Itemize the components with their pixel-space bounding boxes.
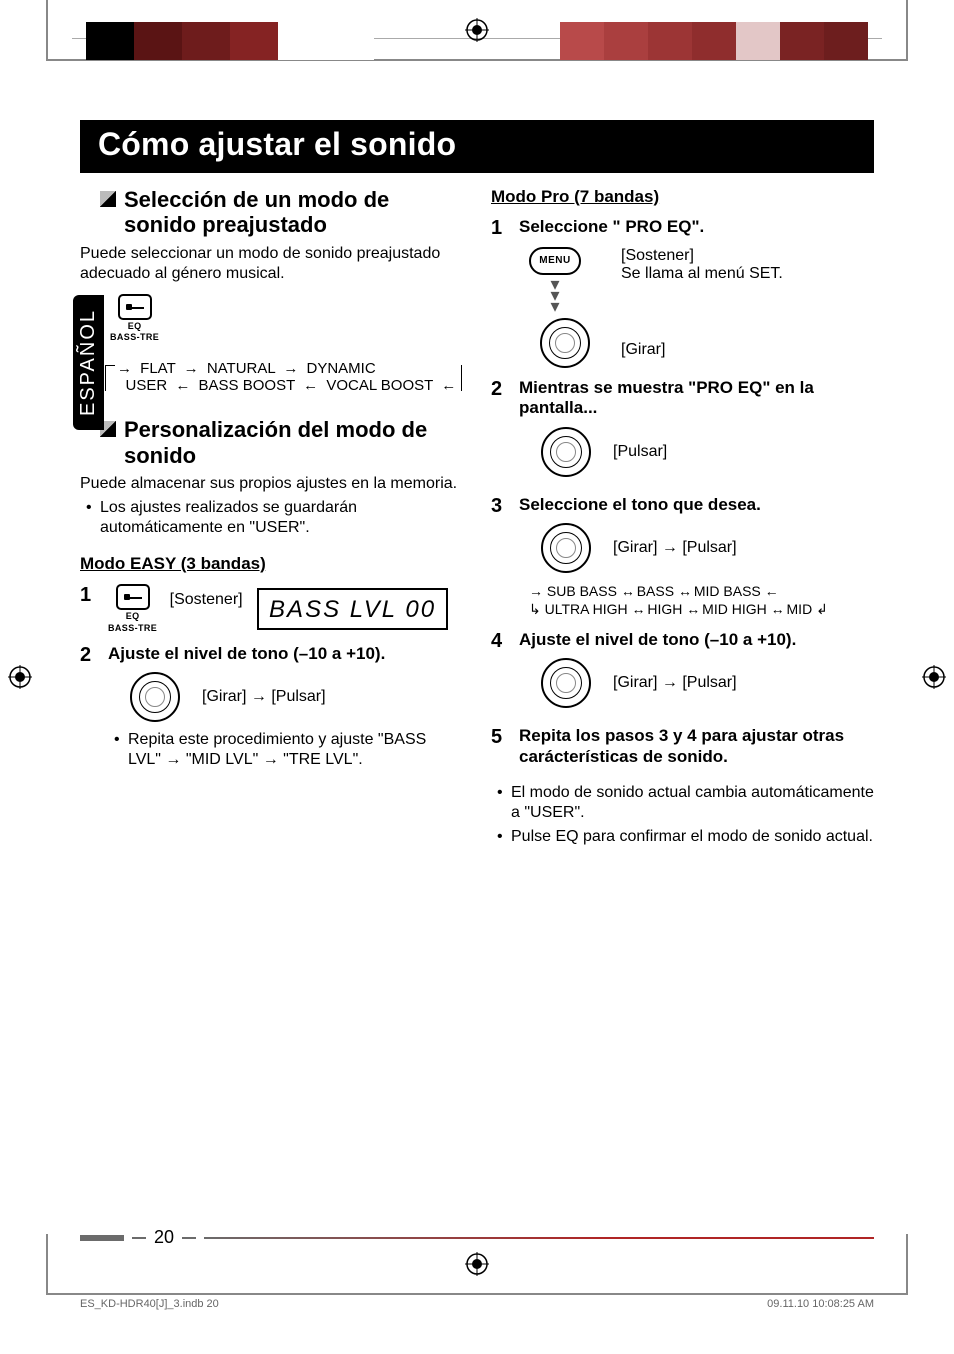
knob-icon [130,672,180,722]
step: 5 Repita los pasos 3 y 4 para ajustar ot… [491,726,874,767]
color-squares-left [86,22,374,60]
list-item: Los ajustes realizados se guardarán auto… [94,498,463,538]
step-title: Ajuste el nivel de tono (–10 a +10). [519,630,874,650]
footer-right: 09.11.10 10:08:25 AM [767,1298,874,1310]
action-label: [Girar] [621,341,783,359]
step: 2 Ajuste el nivel de tono (–10 a +10). [… [80,644,463,770]
mode: BASS BOOST [199,377,295,394]
crop-marks-bottom [0,1264,954,1324]
footer-left: ES_KD-HDR40[J]_3.indb 20 [80,1298,219,1310]
bullet-list: Repita este procedimiento y ajuste "BASS… [108,730,463,770]
section-heading: Personalización del modo de sonido [100,417,463,468]
left-column: Selección de un modo de sonido preajusta… [80,187,463,847]
page-content: ESPAÑOL Cómo ajustar el sonido Selección… [80,120,874,1254]
step-number: 2 [491,378,509,485]
step: 4 Ajuste el nivel de tono (–10 a +10). [… [491,630,874,716]
step-number: 1 [491,217,509,368]
band: MID HIGH [702,601,767,617]
color-squares-right [560,22,868,60]
band: HIGH [647,601,682,617]
band-flow: → SUB BASS ↔ BASS ↔ MID BASS ← ↳ ULTRA H… [529,583,874,618]
print-footer: ES_KD-HDR40[J]_3.indb 20 09.11.10 10:08:… [80,1298,874,1310]
page-number: 20 [154,1227,174,1248]
lcd-display: BASS LVL 00 [257,588,448,630]
section-heading: Selección de un modo de sonido preajusta… [100,187,463,238]
step: 1 Seleccione " PRO EQ". MENU ▾▾▾ [Sosten… [491,217,874,368]
action-sub: Se llama al menú SET. [621,265,783,283]
eq-label: BASS-TRE [108,624,157,634]
knob-icon [541,523,591,573]
registration-mark-icon [922,665,946,689]
list-item: Repita este procedimiento y ajuste "BASS… [122,730,463,770]
crop-line [46,1293,908,1295]
step-title: Mientras se muestra "PRO EQ" en la panta… [519,378,874,419]
eq-label: EQ [126,612,140,622]
mode: DYNAMIC [307,360,376,377]
knob-label: [Girar] → [Pulsar] [613,539,737,557]
mode: USER [126,377,168,394]
mode: VOCAL BOOST [326,377,433,394]
heading-text: Personalización del modo de sonido [124,417,463,468]
step-title: Seleccione " PRO EQ". [519,217,874,237]
crop-tick [46,0,48,60]
mode: NATURAL [207,360,275,377]
band: MID [787,601,813,617]
registration-mark-icon [465,1252,489,1276]
heading-bullet-icon [100,191,116,207]
language-tab: ESPAÑOL [73,295,104,430]
step: 3 Seleccione el tono que desea. [Girar] … [491,495,874,620]
registration-mark-icon [465,18,489,42]
step-title: Ajuste el nivel de tono (–10 a +10). [108,644,463,664]
step-number: 3 [491,495,509,620]
sub-heading: Modo Pro (7 bandas) [491,187,874,207]
step: 1 EQ BASS-TRE [Sostener] BASS LVL 00 [80,584,463,634]
action-label: [Sostener] [170,590,243,610]
crop-tick [46,1234,48,1294]
list-item: Pulse EQ para confirmar el modo de sonid… [505,827,874,847]
mode: FLAT [140,360,175,377]
body-text: Puede seleccionar un modo de sonido prea… [80,244,463,284]
menu-button-icon: MENU [529,247,581,275]
mode-flow: → FLAT → NATURAL → DYNAMIC USER ← BASS B… [104,355,463,399]
eq-button-icon: EQ BASS-TRE [108,584,157,634]
body-text: Puede almacenar sus propios ajustes en l… [80,474,463,494]
sub-heading: Modo EASY (3 bandas) [80,554,463,574]
knob-label: [Girar] → [Pulsar] [613,674,737,692]
step-number: 1 [80,584,98,634]
registration-mark-icon [8,665,32,689]
crop-tick [906,1234,908,1294]
step-number: 5 [491,726,509,767]
list-item: El modo de sonido actual cambia automáti… [505,783,874,823]
step-title: Repita los pasos 3 y 4 para ajustar otra… [519,726,874,767]
knob-icon [541,658,591,708]
knob-icon [540,318,590,368]
knob-icon [541,427,591,477]
action-label: [Sostener] [621,247,783,265]
step: 2 Mientras se muestra "PRO EQ" en la pan… [491,378,874,485]
step-title: Seleccione el tono que desea. [519,495,874,515]
eq-button-icon: EQ BASS-TRE [110,294,159,344]
step-number: 4 [491,630,509,716]
page-footer-rule: 20 [80,1227,874,1248]
bullet-list: El modo de sonido actual cambia automáti… [491,783,874,847]
eq-label: EQ [128,322,142,332]
step-number: 2 [80,644,98,770]
eq-label: BASS-TRE [110,333,159,343]
page-title: Cómo ajustar el sonido [80,120,874,173]
knob-label: [Pulsar] [613,443,667,461]
heading-text: Selección de un modo de sonido preajusta… [124,187,463,238]
band: BASS [637,583,674,599]
right-column: Modo Pro (7 bandas) 1 Seleccione " PRO E… [491,187,874,847]
band: MID BASS [694,583,761,599]
crop-marks-top [0,30,954,90]
band: ULTRA HIGH [545,601,628,617]
knob-label: [Girar] → [Pulsar] [202,688,326,706]
down-arrow-icon: ▾▾▾ [529,279,581,311]
crop-tick [906,0,908,60]
bullet-list: Los ajustes realizados se guardarán auto… [80,498,463,538]
band: SUB BASS [547,583,617,599]
